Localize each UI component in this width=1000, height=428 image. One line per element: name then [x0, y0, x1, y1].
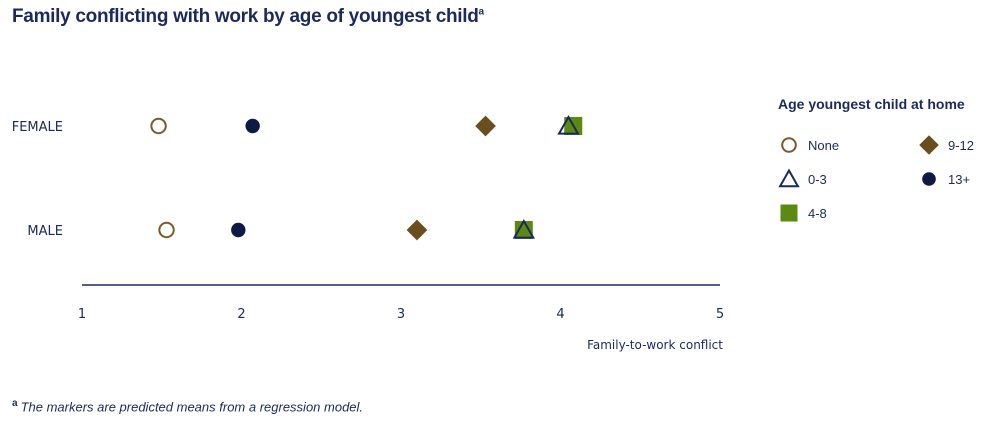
data-point-912-female [475, 115, 496, 137]
chart-title: Family conflicting with work by age of y… [12, 6, 484, 27]
legend-item-912: 9-12 [918, 134, 974, 156]
legend: Age youngest child at home None 0-3 4-8 9-1… [778, 96, 988, 222]
footnote: a The markers are predicted means from a … [12, 398, 364, 415]
legend-label: 9-12 [948, 137, 975, 153]
x-tick-label: 2 [237, 307, 245, 322]
data-point-03-female [557, 114, 580, 135]
category-label: FEMALE [12, 120, 63, 135]
legend-marker-icon [781, 137, 797, 153]
legend-item-48: 4-8 [778, 202, 827, 224]
legend-marker [780, 204, 798, 222]
category-label: MALE [27, 224, 63, 239]
legend-item-none: None [778, 134, 839, 156]
legend-marker [922, 172, 936, 186]
legend-marker-icon [922, 172, 936, 186]
legend-marker [778, 168, 800, 188]
x-tick-label: 4 [556, 307, 564, 322]
legend-label: 0-3 [808, 171, 827, 187]
legend-marker-icon [919, 135, 939, 155]
legend-marker [781, 137, 797, 153]
x-axis-label: Family-to-work conflict [587, 338, 723, 352]
data-point-13-female [245, 118, 260, 134]
legend-marker-icon [780, 204, 798, 222]
data-point-none-male [158, 221, 175, 239]
legend-label: 4-8 [808, 205, 827, 221]
data-point-13-male [231, 222, 246, 238]
legend-item-13: 13+ [918, 168, 970, 190]
legend-marker [919, 135, 939, 155]
data-point-912-male [406, 219, 428, 241]
legend-label: None [808, 137, 840, 153]
data-point-none-female [150, 117, 167, 135]
legend-label: 13+ [948, 171, 971, 187]
legend-item-03: 0-3 [778, 168, 827, 190]
data-point-03-male [512, 218, 535, 239]
x-tick-label: 5 [716, 307, 724, 322]
data-point-48-male [514, 221, 533, 239]
scatter-plot: 1 2 3 4 5 Family-to-work conflict FEMALE MALE [12, 114, 724, 352]
x-tick-label: 1 [78, 307, 86, 322]
legend-marker-icon [778, 168, 800, 188]
legend-title: Age youngest child at home [778, 96, 965, 112]
x-tick-label: 3 [397, 307, 405, 322]
